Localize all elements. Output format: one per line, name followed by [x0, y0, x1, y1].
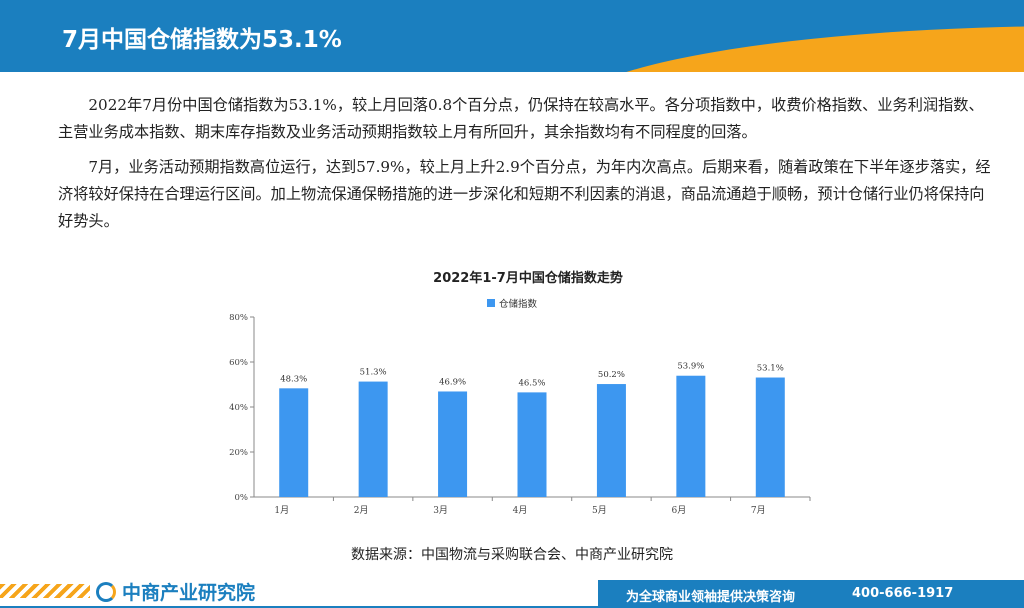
footer-slogan: 为全球商业领袖提供决策咨询 — [626, 590, 796, 605]
bar — [358, 381, 388, 497]
bar — [755, 377, 785, 497]
bar — [517, 392, 547, 497]
header-banner: 7月中国仓储指数为53.1% — [0, 0, 1024, 72]
bar — [438, 391, 468, 497]
bar — [279, 388, 309, 497]
footer-stripe — [0, 606, 1024, 608]
footer-phone: 400-666-1917 — [852, 586, 954, 601]
footer: 中商产业研究院 为全球商业领袖提供决策咨询 400-666-1917 — [0, 574, 1024, 608]
company-logo: 中商产业研究院 — [96, 578, 255, 605]
x-tick-label: 6月 — [671, 505, 686, 516]
legend-label: 仓储指数 — [499, 298, 538, 310]
data-label: 51.3% — [360, 368, 387, 378]
x-tick-label: 5月 — [592, 505, 607, 516]
data-label: 53.9% — [677, 362, 704, 372]
x-tick-label: 3月 — [433, 505, 448, 516]
legend-swatch — [487, 299, 495, 307]
x-tick-label: 4月 — [513, 505, 528, 516]
paragraph-2: 7月，业务活动预期指数高位运行，达到57.9%，较上月上升2.9个百分点，为年内… — [58, 158, 991, 230]
data-label: 53.1% — [757, 364, 784, 374]
data-label: 46.9% — [439, 377, 466, 387]
logo-icon — [96, 581, 116, 602]
chart-container: 2022年1-7月中国仓储指数走势仓储指数 0% 20% 40% 60% 80% 48.3%… — [226, 262, 820, 524]
logo-text: 中商产业研究院 — [122, 582, 256, 604]
x-tick-label: 2月 — [354, 505, 369, 516]
footer-dash-decoration — [0, 584, 90, 598]
y-tick-label: 80% — [229, 313, 248, 323]
x-tick-label: 7月 — [751, 505, 766, 516]
x-tick-label: 1月 — [274, 505, 289, 516]
chart-title: 2022年1-7月中国仓储指数走势 — [433, 270, 623, 286]
y-tick-label: 0% — [235, 493, 249, 503]
page-title: 7月中国仓储指数为53.1% — [62, 27, 342, 53]
y-tick-label: 20% — [229, 448, 248, 458]
footer-bar — [598, 580, 1024, 608]
data-label: 46.5% — [518, 378, 545, 388]
paragraph-1: 2022年7月份中国仓储指数为53.1%，较上月回落0.8个百分点，仍保持在较高… — [58, 96, 984, 141]
data-source: 数据来源：中国物流与采购联合会、中商产业研究院 — [351, 547, 673, 563]
data-label: 50.2% — [598, 370, 625, 380]
bar — [676, 375, 706, 497]
data-label: 48.3% — [280, 374, 307, 384]
y-tick-label: 60% — [229, 358, 248, 368]
y-tick-label: 40% — [229, 403, 248, 413]
bar — [596, 384, 626, 497]
